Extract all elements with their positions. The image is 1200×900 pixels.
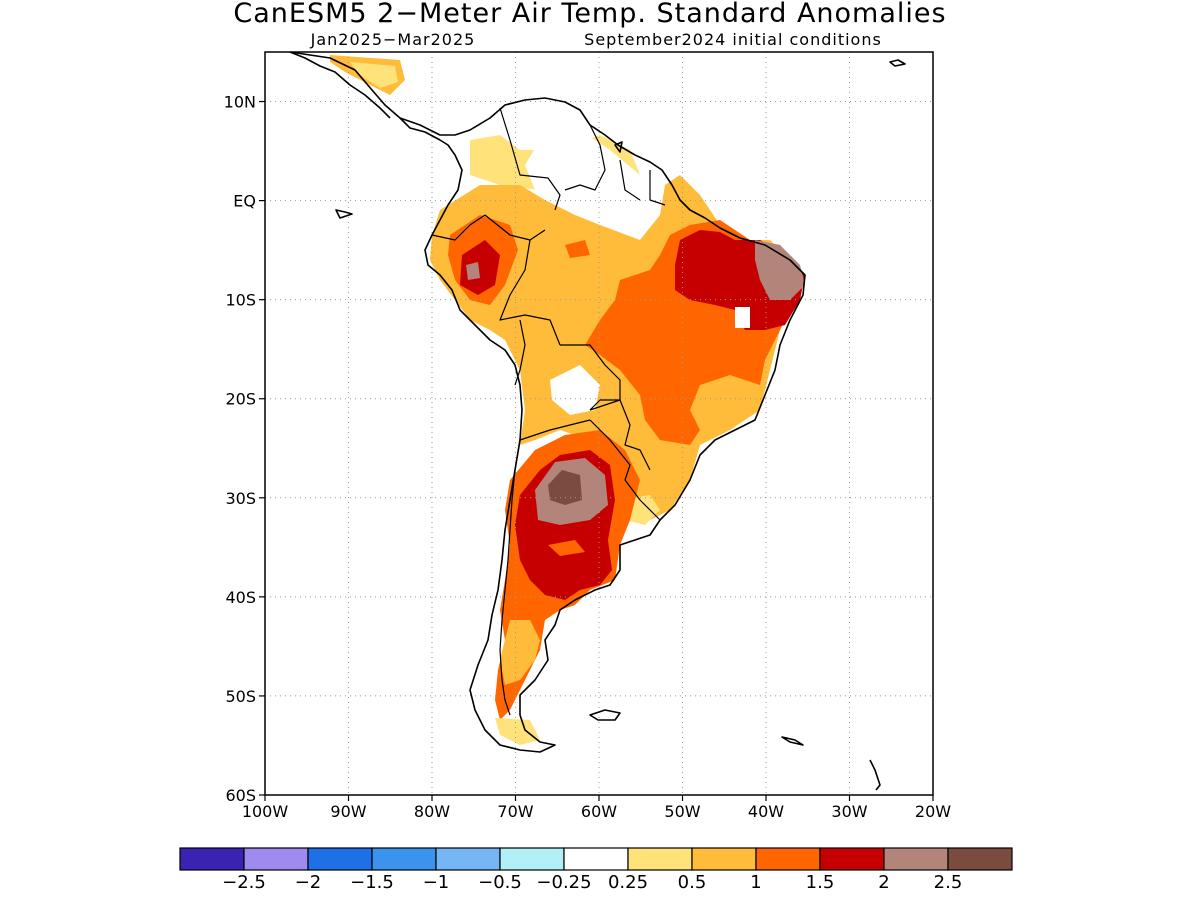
lon-tick-label: 80W <box>414 802 450 821</box>
border-bolivia-brazil <box>560 344 621 411</box>
border-chile-argentina <box>499 439 521 716</box>
colorbar-label: 2 <box>878 872 889 893</box>
anomaly-shading <box>330 55 805 745</box>
central-america-coast <box>289 52 391 119</box>
anomaly-neutral-venezuela <box>525 130 650 240</box>
lon-tick-label: 90W <box>330 802 366 821</box>
colorbar-swatch <box>435 847 501 871</box>
lat-tick-label: 10S <box>225 291 256 310</box>
lat-tick-label: 30S <box>225 489 256 508</box>
anomaly-2-2.5-ne-brazil <box>755 240 805 300</box>
border-peru-bolivia <box>514 319 526 386</box>
lon-tick-label: 20W <box>915 802 951 821</box>
border-colombia-peru <box>484 214 546 241</box>
anomaly-0.5-1-patagonia <box>500 620 540 685</box>
colorbar-label: 1 <box>750 872 761 893</box>
colorbar-swatch <box>883 847 949 871</box>
colorbar-swatch <box>563 847 629 871</box>
colorbar-label: −1.5 <box>350 872 394 893</box>
border-bolivia-argentina <box>519 419 591 441</box>
border-argentina-paraguay <box>589 419 631 481</box>
colorbar-label: −2 <box>295 872 322 893</box>
colorbar-label: −1 <box>423 872 450 893</box>
lon-tick-label: 40W <box>748 802 784 821</box>
lat-tick-label: 10N <box>224 93 256 112</box>
colorbar-label: 2.5 <box>934 872 963 893</box>
border-colombia-venezuela <box>499 107 561 211</box>
anomaly-neutral-bolivia <box>550 365 600 415</box>
colorbar-swatch <box>691 847 757 871</box>
border-peru-brazil <box>499 239 561 346</box>
border-venezuela-guyana <box>564 124 606 191</box>
south-america-coastline <box>289 52 806 753</box>
border-suriname-guiana <box>649 170 666 206</box>
falklands <box>589 709 621 721</box>
lon-tick-label: 60W <box>581 802 617 821</box>
colorbar-label: 0.25 <box>608 872 648 893</box>
country-borders <box>431 107 666 716</box>
lat-tick-label: 60S <box>225 786 256 805</box>
trinidad <box>614 141 623 153</box>
south-georgia <box>781 736 804 746</box>
sandwich-islands <box>869 759 881 791</box>
panama-coast <box>399 117 441 141</box>
colorbar-swatch <box>371 847 437 871</box>
border-guyana-suriname <box>619 159 641 201</box>
colorbar-swatch <box>243 847 309 871</box>
colorbar-label: −2.5 <box>222 872 266 893</box>
lat-tick-label: 50S <box>225 687 256 706</box>
lon-tick-label: 30W <box>831 802 867 821</box>
colorbar: −2.5 −2 −1.5 −1 −0.5 −0.25 0.25 0.5 1 1.5 2 2.5 <box>179 847 1013 893</box>
colorbar-swatch <box>627 847 693 871</box>
anomaly-neutral-ne-brazil <box>735 307 750 328</box>
lat-tick-label: 40S <box>225 588 256 607</box>
galapagos <box>335 209 353 219</box>
figure-title: CanESM5 2−Meter Air Temp. Standard Anoma… <box>233 0 946 29</box>
border-brazil-uruguay <box>624 479 661 521</box>
lon-tick-label: 70W <box>497 802 533 821</box>
lon-tick-label: 50W <box>664 802 700 821</box>
anomaly-0.25-0.5-tierra-del-fuego <box>495 718 540 745</box>
lat-tick-label: EQ <box>233 192 256 211</box>
colorbar-swatch <box>499 847 565 871</box>
anomaly-1-1.5-patch <box>548 540 585 556</box>
colorbar-swatch <box>179 847 245 871</box>
colorbar-label: −0.5 <box>478 872 522 893</box>
colorbar-swatch <box>755 847 821 871</box>
initial-conditions: September2024 initial conditions <box>584 30 882 49</box>
coastline <box>289 52 906 791</box>
latitude-ticks: 10N EQ 10S 20S 30S 40S 50S 60S <box>224 93 265 805</box>
lat-tick-label: 20S <box>225 390 256 409</box>
colorbar-label: −0.25 <box>536 872 591 893</box>
forecast-period: Jan2025−Mar2025 <box>310 30 476 49</box>
border-ecuador-peru <box>431 214 486 241</box>
border-brazil-paraguay <box>589 399 651 471</box>
lon-tick-label: 100W <box>242 802 289 821</box>
longitude-ticks: 100W 90W 80W 70W 60W 50W 40W 30W 20W <box>242 795 951 821</box>
caribbean-islands <box>889 59 906 67</box>
colorbar-label: 0.5 <box>678 872 707 893</box>
colorbar-swatch <box>947 847 1013 871</box>
colorbar-label: 1.5 <box>806 872 835 893</box>
anomaly-above-2.5-argentina <box>548 470 582 505</box>
colorbar-swatch <box>819 847 885 871</box>
anomaly-0.25-0.5-central-america <box>350 62 398 88</box>
anomaly-1.5-2-peru <box>460 240 500 295</box>
colorbar-swatch <box>307 847 373 871</box>
anomaly-1-1.5-small <box>565 240 590 258</box>
map-area <box>265 52 933 795</box>
anomaly-2-2.5-peru <box>466 262 480 280</box>
